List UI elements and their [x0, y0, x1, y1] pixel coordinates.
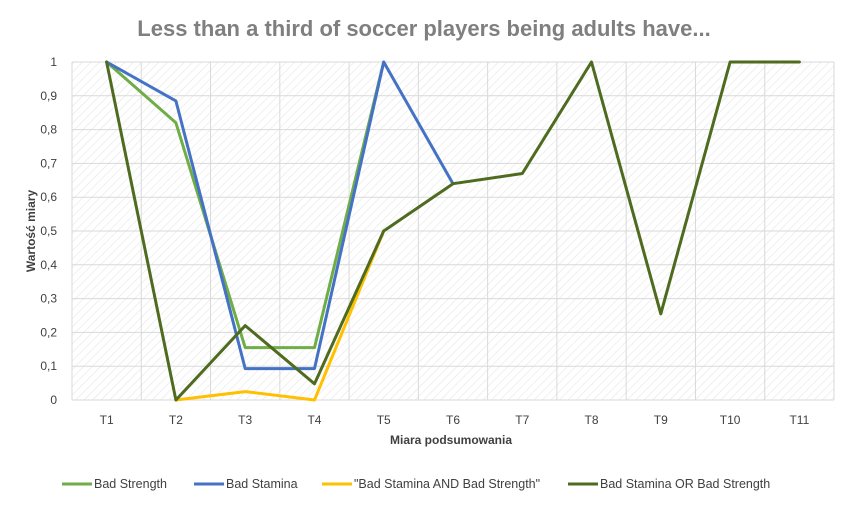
- series-line-4: [105, 60, 801, 402]
- x-tick-label: T7: [515, 413, 529, 427]
- x-tick-label: T11: [789, 413, 809, 427]
- x-tick-label: T6: [446, 413, 460, 427]
- x-tick-label: T5: [377, 413, 391, 427]
- x-tick-label: T10: [720, 413, 741, 427]
- y-axis-label: Wartość miary: [24, 190, 38, 273]
- series-line-3: [174, 229, 386, 402]
- x-tick-label: T3: [238, 413, 252, 427]
- x-tick-label: T9: [654, 413, 668, 427]
- legend-entry-label: Bad Stamina OR Bad Strength: [600, 477, 770, 491]
- y-tick-label: 0,4: [40, 258, 57, 272]
- y-tick-label: 0,2: [40, 325, 57, 339]
- gridlines: [71, 61, 835, 401]
- x-tick-label: T1: [100, 413, 114, 427]
- series-line-2: [105, 60, 455, 371]
- x-tick-label: T4: [307, 413, 321, 427]
- y-tick-label: 0,7: [40, 156, 57, 170]
- y-tick-label: 0,3: [40, 292, 57, 306]
- y-tick-label: 0,8: [40, 123, 57, 137]
- chart-title: Less than a third of soccer players bein…: [137, 16, 710, 41]
- series-lines: [105, 60, 801, 402]
- y-tick-label: 0: [50, 393, 57, 407]
- legend-entry-label: Bad Strength: [94, 477, 167, 491]
- legend-entry-label: "Bad Stamina AND Bad Strength": [354, 477, 540, 491]
- x-tick-label: T8: [585, 413, 599, 427]
- series-line-1: [105, 60, 386, 350]
- x-tick-label: T2: [169, 413, 183, 427]
- y-tick-label: 1: [50, 55, 57, 69]
- x-axis-label: Miara podsumowania: [390, 433, 512, 447]
- y-tick-label: 0,6: [40, 190, 57, 204]
- y-tick-label: 0,1: [40, 359, 57, 373]
- legend: Bad Strength Bad Stamina "Bad Stamina AND …: [62, 477, 770, 491]
- x-tick-labels: T1 T2 T3 T4 T5 T6 T7 T8 T9 T10 T11: [100, 413, 810, 427]
- y-tick-label: 0,9: [40, 89, 57, 103]
- y-tick-labels: 0 0,1 0,2 0,3 0,4 0,5 0,6 0,7 0,8 0,9 1: [40, 55, 57, 407]
- legend-entry-label: Bad Stamina: [226, 477, 298, 491]
- y-tick-label: 0,5: [40, 224, 57, 238]
